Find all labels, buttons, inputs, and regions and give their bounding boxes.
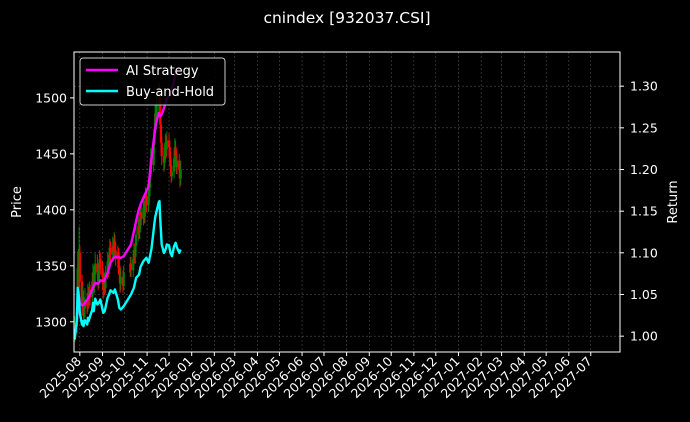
candle-body — [179, 169, 182, 179]
series-line-buy-and-hold — [73, 200, 182, 340]
candle-body — [160, 142, 163, 157]
candlestick-series — [73, 82, 182, 342]
candle-body — [163, 151, 166, 163]
y-right-tick-label: 1.20 — [630, 162, 658, 177]
candle-body — [147, 194, 150, 206]
y-left-tick-label: 1300 — [35, 314, 67, 329]
candle-body — [113, 241, 117, 251]
candle-body — [169, 158, 172, 168]
candle-body — [117, 252, 120, 266]
candle-body — [94, 263, 97, 275]
y-right-tick-label: 1.25 — [630, 120, 658, 135]
candle-body — [143, 205, 146, 217]
candle-body — [165, 140, 168, 150]
y-right-tick-label: 1.00 — [630, 329, 658, 344]
y-right-tick-label: 1.05 — [630, 287, 658, 302]
candle-body — [138, 221, 141, 233]
candle-body — [159, 124, 163, 143]
candle-body — [109, 247, 112, 255]
candle-body — [135, 234, 138, 246]
candle-body — [134, 245, 137, 257]
candle-body — [99, 259, 102, 269]
candle-body — [170, 171, 174, 177]
candle-body — [80, 281, 84, 307]
y-right-tick-label: 1.10 — [630, 245, 658, 260]
y-right-tick-label: 1.30 — [630, 79, 658, 94]
y-left-tick-label: 1450 — [35, 146, 67, 161]
candle-body — [148, 187, 151, 195]
candle-body — [174, 147, 177, 157]
candle-body — [168, 147, 171, 159]
candle-body — [93, 274, 96, 286]
candle-body — [145, 196, 148, 206]
candle-body — [167, 140, 171, 148]
return-lines — [73, 69, 182, 340]
candle-body — [119, 277, 122, 284]
candle-body — [83, 307, 86, 313]
chart-title: cnindex [932037.CSI] — [263, 9, 430, 27]
legend-label-buy-and-hold: Buy-and-Hold — [126, 85, 214, 100]
candle-body — [129, 263, 133, 271]
candle-body — [97, 270, 100, 282]
y-right-tick-label: 1.15 — [630, 204, 658, 219]
y-axis-left-label: Price — [10, 186, 25, 218]
candle-body — [175, 160, 179, 168]
candle-body — [78, 252, 81, 282]
candle-body — [152, 144, 155, 166]
candle-body — [140, 212, 143, 219]
candle-body — [82, 297, 85, 316]
candle-body — [114, 250, 117, 260]
candle-body — [122, 272, 125, 286]
y-left-tick-label: 1350 — [35, 258, 67, 273]
y-left-tick-label: 1400 — [35, 202, 67, 217]
legend: AI Strategy Buy-and-Hold — [79, 57, 226, 106]
candle-body — [101, 268, 104, 277]
y-left-tick-label: 1500 — [35, 90, 67, 105]
legend-label-ai-strategy: AI Strategy — [126, 64, 199, 79]
candle-body — [96, 263, 99, 273]
candle-body — [173, 158, 176, 172]
candle-body — [159, 100, 162, 125]
candle-body — [118, 265, 121, 273]
series-line-ai-strategy — [73, 69, 179, 334]
axes: 2025-082025-092025-102025-112025-122026-… — [35, 79, 658, 401]
y-axis-right-label: Return — [666, 180, 681, 223]
candle-body — [155, 104, 158, 123]
candle-body — [178, 160, 181, 170]
candle-body — [107, 256, 111, 269]
candle-body — [132, 259, 135, 271]
